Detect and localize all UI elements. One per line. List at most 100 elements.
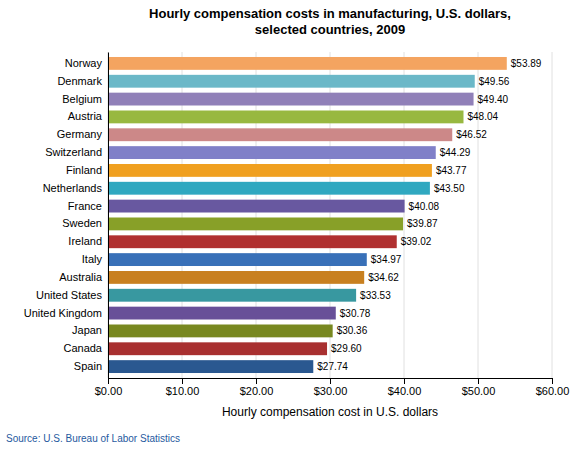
bar (108, 57, 507, 70)
y-tick: Sweden (62, 217, 108, 229)
data-label: $43.77 (436, 165, 467, 176)
plot: $0.00 $10.00 $20.00 $30.00 $40.00 $50.00 $60.0… (24, 52, 570, 397)
data-label: $29.60 (331, 343, 362, 354)
y-tick-label: Ireland (68, 235, 102, 247)
bar (108, 289, 356, 302)
x-tick: $10.00 (166, 378, 200, 397)
bar (108, 200, 405, 213)
x-tick-mark (330, 378, 331, 384)
grid-line (108, 52, 109, 378)
x-tick-label: $10.00 (166, 385, 200, 397)
y-tick-label: Sweden (62, 217, 102, 229)
x-tick-mark (182, 378, 183, 384)
x-axis: $0.00 $10.00 $20.00 $30.00 $40.00 $50.00 $60.0… (95, 378, 570, 397)
x-tick-mark (404, 378, 405, 384)
bar (108, 182, 430, 195)
y-tick-label: Switzerland (45, 146, 102, 158)
bar (108, 217, 403, 230)
y-tick: Canada (63, 342, 108, 354)
y-tick-label: Italy (82, 253, 103, 265)
x-tick-label: $20.00 (240, 385, 274, 397)
bar (108, 342, 327, 355)
title-line: Hourly compensation costs in manufacturi… (149, 6, 511, 21)
x-axis-title: Hourly compensation cost in U.S. dollars (222, 405, 438, 419)
y-tick: Austria (68, 110, 108, 122)
y-tick-label: Austria (68, 110, 103, 122)
title: Hourly compensation costs in manufacturi… (149, 6, 511, 37)
x-tick-mark (108, 378, 109, 384)
data-label: $30.36 (337, 325, 368, 336)
x-tick: $30.00 (314, 378, 348, 397)
data-label: $44.29 (440, 147, 471, 158)
y-axis: Norway Denmark Belgium Austria Germany Switze… (24, 53, 109, 379)
x-tick-label: $40.00 (388, 385, 422, 397)
y-tick-label: Belgium (62, 93, 102, 105)
y-tick: Japan (72, 324, 108, 336)
bar (108, 146, 436, 159)
x-tick-mark (552, 378, 553, 384)
y-tick-label: Canada (63, 342, 102, 354)
data-label: $27.74 (317, 361, 348, 372)
y-tick: United Kingdom (24, 307, 108, 319)
bar (108, 128, 452, 141)
y-tick-label: Netherlands (43, 182, 103, 194)
y-tick: Australia (59, 271, 108, 283)
data-label: $46.52 (456, 129, 487, 140)
y-tick: Germany (57, 128, 108, 140)
y-tick-label: Norway (65, 57, 103, 69)
x-tick: $20.00 (240, 378, 274, 397)
y-tick-label: Finland (66, 164, 102, 176)
grid-line (552, 52, 553, 378)
data-label: $39.87 (407, 218, 438, 229)
y-tick: Italy (82, 253, 108, 265)
y-tick: Switzerland (45, 146, 108, 158)
data-label: $34.97 (371, 254, 402, 265)
x-tick: $50.00 (462, 378, 496, 397)
y-tick: Spain (74, 360, 108, 372)
y-tick: Finland (66, 164, 108, 176)
bar (108, 360, 313, 373)
bars (108, 57, 507, 373)
bar (108, 307, 336, 320)
x-tick-label: $30.00 (314, 385, 348, 397)
x-tick: $0.00 (95, 378, 123, 397)
bar (108, 93, 474, 106)
data-label: $43.50 (434, 183, 465, 194)
y-tick: Denmark (57, 75, 108, 87)
bar (108, 235, 397, 248)
x-tick-label: $50.00 (462, 385, 496, 397)
y-tick-label: Spain (74, 360, 102, 372)
y-tick-label: United Kingdom (24, 307, 102, 319)
chart: $0.00 $10.00 $20.00 $30.00 $40.00 $50.00 $60.0… (0, 0, 580, 450)
y-tick-label: Australia (59, 271, 103, 283)
bar (108, 253, 367, 266)
y-tick: Netherlands (43, 182, 108, 194)
data-label: $39.02 (401, 236, 432, 247)
grid (108, 52, 552, 378)
x-tick-mark (478, 378, 479, 384)
y-tick: Norway (65, 57, 108, 69)
y-tick: United States (36, 289, 108, 301)
data-label: $30.78 (340, 308, 371, 319)
y-tick-label: Denmark (57, 75, 102, 87)
data-label: $49.40 (478, 94, 509, 105)
annotation: Source: U.S. Bureau of Labor Statistics (6, 433, 180, 444)
y-tick: Ireland (68, 235, 108, 247)
data-label: $49.56 (479, 76, 510, 87)
bar (108, 75, 475, 88)
y-tick-label: Germany (57, 128, 103, 140)
data-label: $53.89 (511, 58, 542, 69)
y-tick-label: Japan (72, 324, 102, 336)
x-tick: $40.00 (388, 378, 422, 397)
bar (108, 164, 432, 177)
data-label: $40.08 (409, 201, 440, 212)
y-tick-label: United States (36, 289, 103, 301)
y-axis-line (108, 53, 109, 379)
bar (108, 110, 463, 123)
x-tick: $60.00 (536, 378, 570, 397)
bar (108, 324, 333, 337)
y-tick-label: France (68, 200, 102, 212)
x-tick-label: $0.00 (95, 385, 123, 397)
data-label: $34.62 (368, 272, 399, 283)
y-tick: France (68, 200, 108, 212)
